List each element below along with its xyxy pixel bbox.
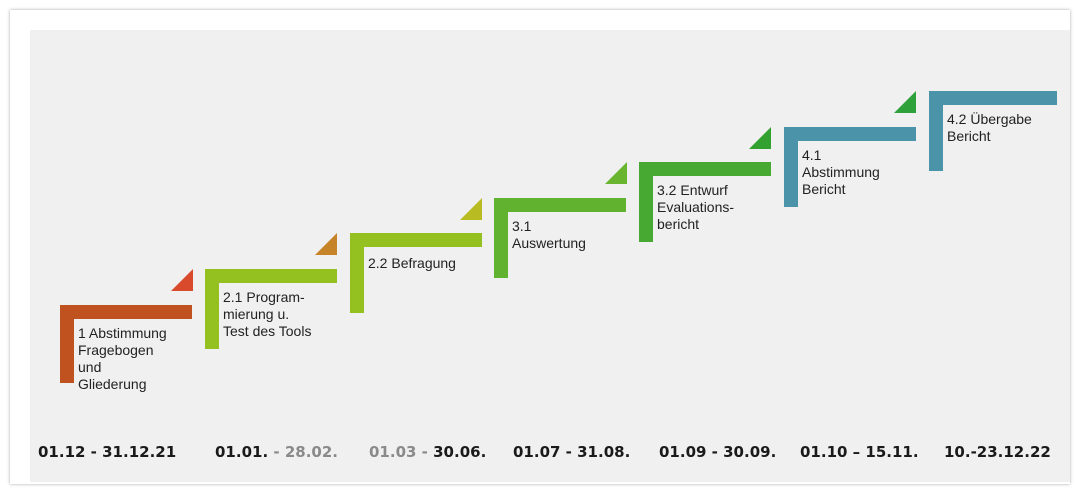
step-3-2: 3.2 Entwurf Evaluations- bericht xyxy=(639,162,774,302)
step-2-2-bar xyxy=(350,233,482,247)
step-4-1-stem xyxy=(784,127,798,207)
step-4-2: 4.2 Übergabe Bericht xyxy=(929,91,1064,231)
step-1-corner xyxy=(171,269,193,291)
step-3-2-bar xyxy=(639,162,771,176)
step-3-2-corner xyxy=(749,127,771,149)
step-3-1: 3.1 Auswertung xyxy=(494,198,629,338)
step-4-2-bar xyxy=(929,91,1057,105)
date-4: 01.07 - 31.08. xyxy=(513,443,631,461)
step-3-1-label: 3.1 Auswertung xyxy=(512,218,586,251)
date-7: 10.-23.12.22 xyxy=(944,443,1051,461)
date-5: 01.09 - 30.09. xyxy=(659,443,777,461)
step-4-1: 4.1 Abstimmung Bericht xyxy=(784,127,919,267)
step-2-1-label: 2.1 Program- mierung u. Test des Tools xyxy=(223,289,312,339)
step-2-1-corner xyxy=(315,233,337,255)
step-3-1-corner xyxy=(605,162,627,184)
step-3-2-stem xyxy=(639,162,653,242)
step-2-2-label: 2.2 Befragung xyxy=(368,255,456,271)
step-2-2-stem xyxy=(350,233,364,313)
date-1: 01.12 - 31.12.21 xyxy=(38,443,177,461)
step-4-2-stem xyxy=(929,91,943,171)
step-3-1-bar xyxy=(494,198,626,212)
step-1-stem xyxy=(60,305,74,383)
step-2-1-bar xyxy=(205,269,337,283)
step-3-2-label: 3.2 Entwurf Evaluations- bericht xyxy=(657,182,735,232)
date-3: 01.03 - 30.06. xyxy=(369,443,487,461)
step-1-label: 1 Abstimmung Fragebogen und Gliederung xyxy=(78,325,167,392)
step-1-bar xyxy=(60,305,192,319)
step-2-2-corner xyxy=(460,198,482,220)
step-2-1: 2.1 Program- mierung u. Test des Tools xyxy=(205,269,340,409)
step-4-1-bar xyxy=(784,127,916,141)
step-3-1-stem xyxy=(494,198,508,278)
step-1: 1 Abstimmung Fragebogen und Gliederung xyxy=(60,305,195,445)
step-4-1-label: 4.1 Abstimmung Bericht xyxy=(802,147,880,197)
step-2-2: 2.2 Befragung xyxy=(350,233,485,373)
date-2: 01.01. - 28.02. xyxy=(215,443,338,461)
step-4-1-corner xyxy=(894,91,916,113)
step-4-2-label: 4.2 Übergabe Bericht xyxy=(947,111,1032,144)
date-6: 01.10 – 15.11. xyxy=(800,443,919,461)
step-2-1-stem xyxy=(205,269,219,349)
